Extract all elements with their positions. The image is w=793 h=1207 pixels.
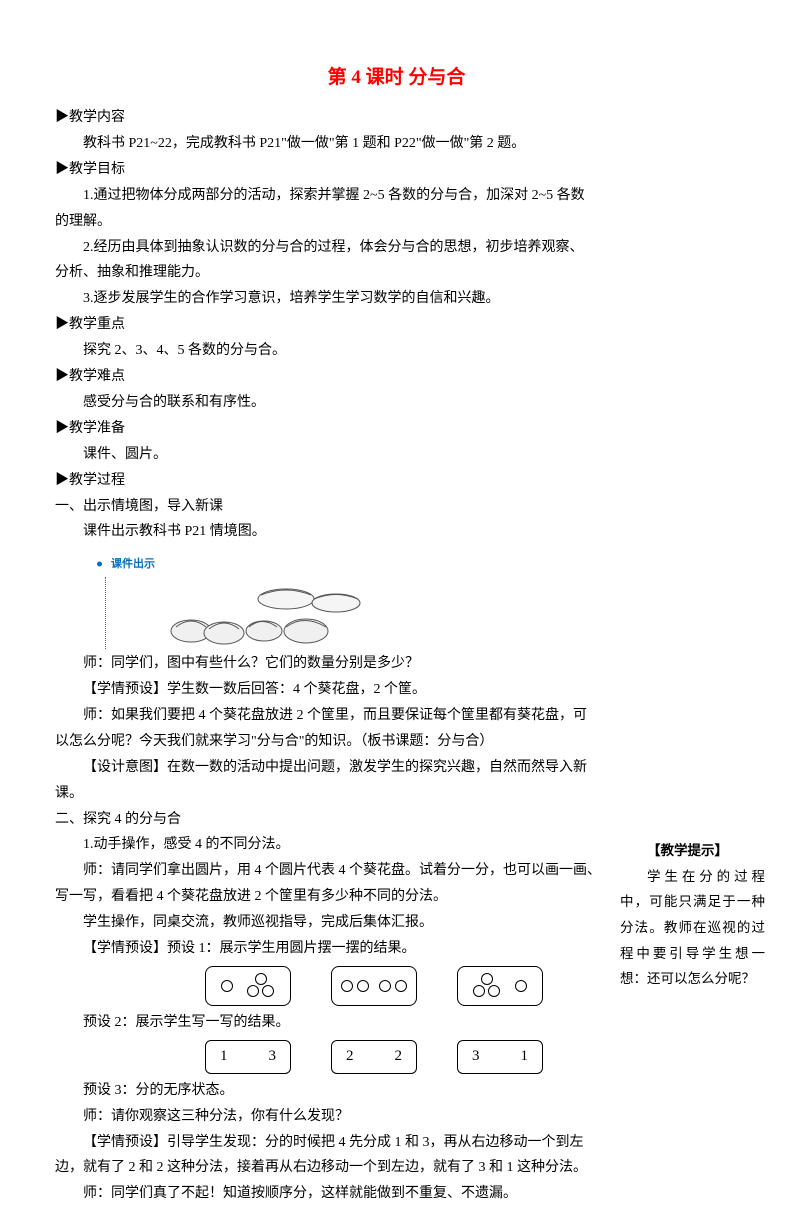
num-left: 2 (346, 1043, 354, 1071)
section-goal-head: 教学目标 (55, 157, 615, 183)
focus-body: 探究 2、3、4、5 各数的分与合。 (55, 338, 615, 364)
three-circles-icon (247, 973, 275, 999)
p1-line1: 师：同学们，图中有些什么？它们的数量分别是多少？ (55, 651, 615, 677)
two-circles-icon (379, 980, 407, 992)
sunflower-baskets-icon (156, 587, 416, 649)
split-card-1-3 (205, 966, 291, 1006)
p1-line6: 课。 (55, 781, 615, 807)
main-column: 教学内容 教科书 P21~22，完成教科书 P21"做一做"第 1 题和 P22… (55, 105, 615, 1207)
three-circles-icon (473, 973, 501, 999)
section-process-head: 教学过程 (55, 468, 615, 494)
hard-body: 感受分与合的联系和有序性。 (55, 390, 615, 416)
p2-line7: 预设 3：分的无序状态。 (55, 1078, 615, 1104)
num-right: 3 (269, 1043, 277, 1071)
section-hard-head: 教学难点 (55, 364, 615, 390)
courseware-figure: 课件出示 (103, 551, 615, 649)
teaching-tip-sidebar: 【教学提示】 学生在分的过程中，可能只满足于一种分法。教师在巡视的过程中要引导学… (620, 838, 765, 992)
split-card-2-2 (331, 966, 417, 1006)
p2-line8: 师：请你观察这三种分法，你有什么发现？ (55, 1104, 615, 1130)
p1-line4: 以怎么分呢？今天我们就来学习"分与合"的知识。（板书课题：分与合） (55, 729, 615, 755)
section-focus-head: 教学重点 (55, 312, 615, 338)
p2-line9: 【学情预设】引导学生发现：分的时候把 4 先分成 1 和 3，再从右边移动一个到… (55, 1130, 615, 1156)
num-right: 2 (395, 1043, 403, 1071)
goal-2a: 2.经历由具体到抽象认识数的分与合的过程，体会分与合的思想，初步培养观察、 (55, 235, 615, 261)
p1-line3: 师：如果我们要把 4 个葵花盘放进 2 个筐里，而且要保证每个筐里都有葵花盘，可 (55, 703, 615, 729)
section-content-head: 教学内容 (55, 105, 615, 131)
p2-line10: 边，就有了 2 和 2 这种分法，接着再从右边移动一个到左边，就有了 3 和 1… (55, 1155, 615, 1181)
two-circles-icon (341, 980, 369, 992)
p1-line5: 【设计意图】在数一数的活动中提出问题，激发学生的探究兴趣，自然而然导入新 (55, 755, 615, 781)
goal-2b: 分析、抽象和推理能力。 (55, 260, 615, 286)
number-split-row: 1 3 2 2 3 1 (205, 1040, 615, 1074)
sidebar-title: 【教学提示】 (620, 838, 765, 864)
num-card-3-1: 3 1 (457, 1040, 543, 1074)
num-card-1-3: 1 3 (205, 1040, 291, 1074)
content-body: 教科书 P21~22，完成教科书 P21"做一做"第 1 题和 P22"做一做"… (55, 131, 615, 157)
part1-head: 一、出示情境图，导入新课 (55, 494, 615, 520)
p2-line11: 师：同学们真了不起！知道按顺序分，这样就能做到不重复、不遗漏。 (55, 1181, 615, 1207)
circle-icon (515, 980, 527, 992)
goal-1a: 1.通过把物体分成两部分的活动，探索并掌握 2~5 各数的分与合，加深对 2~5… (55, 183, 615, 209)
split-card-3-1 (457, 966, 543, 1006)
goal-1b: 的理解。 (55, 209, 615, 235)
section-prep-head: 教学准备 (55, 416, 615, 442)
p2-line6: 预设 2：展示学生写一写的结果。 (55, 1010, 615, 1036)
num-left: 1 (220, 1043, 228, 1071)
prep-body: 课件、圆片。 (55, 442, 615, 468)
p1-line2: 【学情预设】学生数一数后回答：4 个葵花盘，2 个筐。 (55, 677, 615, 703)
goal-3: 3.逐步发展学生的合作学习意识，培养学生学习数学的自信和兴趣。 (55, 286, 615, 312)
part2-head: 二、探究 4 的分与合 (55, 807, 615, 833)
p2-line2: 师：请同学们拿出圆片，用 4 个圆片代表 4 个葵花盘。试着分一分，也可以画一画… (55, 858, 615, 884)
part1-body: 课件出示教科书 P21 情境图。 (55, 519, 615, 545)
p2-line1: 1.动手操作，感受 4 的不同分法。 (55, 832, 615, 858)
courseware-tag: 课件出示 (103, 553, 163, 575)
figure-guide (105, 577, 615, 649)
p2-line3: 写一写，看看把 4 个葵花盘放进 2 个筐里有多少种不同的分法。 (55, 884, 615, 910)
num-card-2-2: 2 2 (331, 1040, 417, 1074)
circle-icon (221, 980, 233, 992)
p2-line5: 【学情预设】预设 1：展示学生用圆片摆一摆的结果。 (55, 936, 615, 962)
num-left: 3 (472, 1043, 480, 1071)
p2-line4: 学生操作，同桌交流，教师巡视指导，完成后集体汇报。 (55, 910, 615, 936)
num-right: 1 (521, 1043, 529, 1071)
page-title: 第 4 课时 分与合 (55, 60, 738, 95)
circle-split-row (205, 966, 615, 1006)
sidebar-body: 学生在分的过程中，可能只满足于一种分法。教师在巡视的过程中要引导学生想一想：还可… (620, 864, 765, 992)
